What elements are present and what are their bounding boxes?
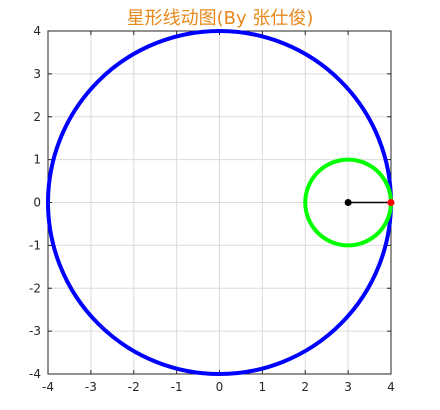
- x-tick-label: -2: [128, 380, 140, 394]
- y-tick-label: -2: [29, 281, 41, 295]
- x-tick-label: -1: [171, 380, 183, 394]
- x-tick-label: 4: [387, 380, 395, 394]
- tracing-point: [387, 199, 395, 206]
- center-point: [344, 199, 352, 206]
- y-tick-label: 3: [33, 67, 41, 81]
- y-tick-label: 4: [33, 24, 41, 38]
- x-tick-label: -4: [42, 380, 54, 394]
- x-tick-label: 0: [216, 380, 224, 394]
- y-tick-label: 1: [33, 153, 41, 167]
- y-tick-label: 2: [33, 110, 41, 124]
- x-tick-label: 1: [259, 380, 267, 394]
- y-tick-label: -1: [29, 238, 41, 252]
- y-tick-label: -3: [29, 324, 41, 338]
- y-tick-label: -4: [29, 367, 41, 381]
- series-layer: [46, 29, 395, 376]
- y-tick-label: 0: [33, 196, 41, 210]
- chart-title: 星形线动图(By 张仕俊): [126, 8, 314, 29]
- x-tick-label: -3: [85, 380, 97, 394]
- x-tick-labels: -4 -3 -2 -1 0 1 2 3 4: [42, 380, 395, 394]
- x-tick-label: 3: [344, 380, 352, 394]
- y-tick-labels: -4 -3 -2 -1 0 1 2 3 4: [29, 24, 41, 381]
- x-tick-label: 2: [301, 380, 309, 394]
